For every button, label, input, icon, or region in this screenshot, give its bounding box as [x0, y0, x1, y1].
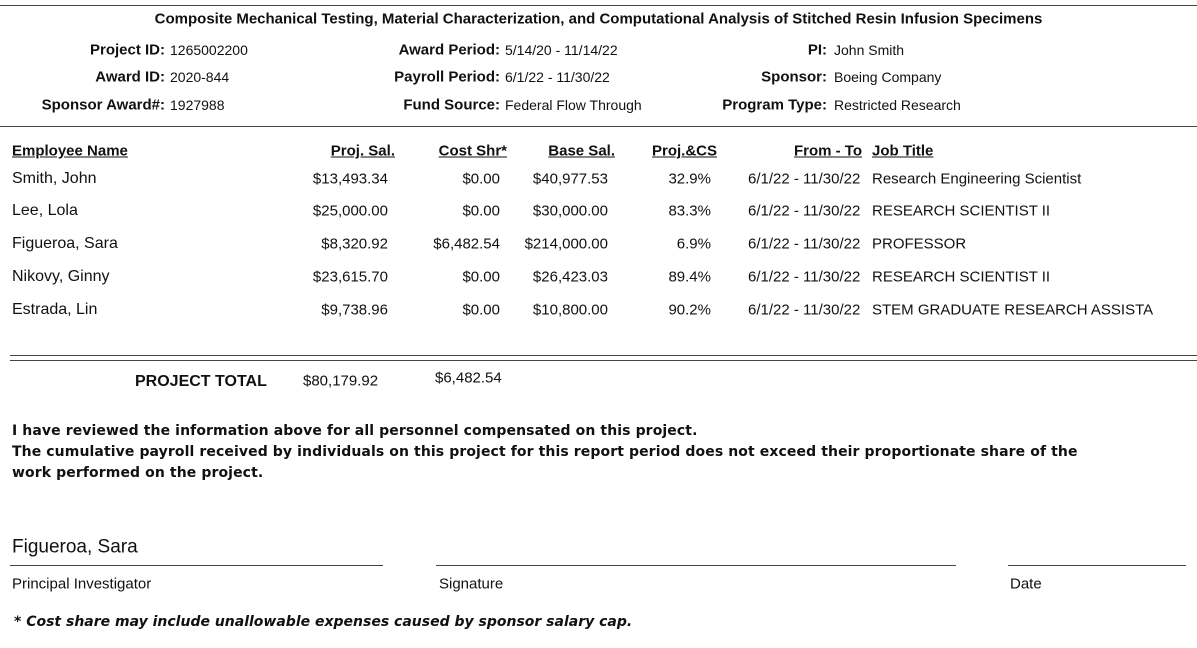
table-cell: STEM GRADUATE RESEARCH ASSISTA	[872, 301, 1154, 319]
total-cost-shr: $6,482.54	[435, 369, 502, 387]
table-cell: $8,320.92	[321, 235, 388, 253]
field-value: 5/14/20 - 11/14/22	[505, 42, 618, 58]
field-label: Sponsor:	[761, 68, 827, 86]
table-cell: $30,000.00	[532, 202, 608, 220]
column-header: Employee Name	[12, 142, 128, 160]
column-header: From - To	[793, 142, 862, 160]
field-value: Restricted Research	[834, 97, 961, 113]
table-cell: $10,800.00	[532, 301, 608, 319]
table-cell: 6/1/22 - 11/30/22	[748, 235, 861, 253]
field-value: 1265002200	[170, 42, 248, 58]
field-value: 1927988	[170, 97, 225, 113]
table-cell: $9,738.96	[321, 301, 388, 319]
report-title: Composite Mechanical Testing, Material C…	[154, 10, 1043, 28]
signature-label: Principal Investigator	[12, 575, 152, 593]
signature-line	[10, 565, 383, 566]
table-cell: Nikovy, Ginny	[12, 268, 110, 285]
table-cell: 6/1/22 - 11/30/22	[748, 170, 861, 188]
table-cell: Estrada, Lin	[12, 301, 98, 318]
field-value: 2020-844	[170, 69, 230, 85]
rule	[10, 355, 1197, 356]
table-cell: $25,000.00	[312, 202, 388, 220]
table-cell: $23,615.70	[312, 268, 388, 286]
table-cell: $26,423.03	[532, 268, 608, 286]
signature-line	[436, 565, 956, 566]
field-value: Federal Flow Through	[505, 97, 642, 113]
table-cell: 6/1/22 - 11/30/22	[748, 268, 861, 286]
column-header: Base Sal.	[548, 142, 615, 160]
field-label: Sponsor Award#:	[41, 96, 165, 114]
table-cell: PROFESSOR	[872, 235, 967, 253]
rule	[10, 360, 1197, 361]
table-cell: Research Engineering Scientist	[872, 170, 1082, 188]
table-cell: $0.00	[462, 202, 500, 220]
signature-label: Date	[1010, 575, 1042, 593]
table-cell: $0.00	[462, 301, 500, 319]
signature-line	[1008, 565, 1186, 566]
table-cell: 32.9%	[668, 170, 711, 188]
table-cell: $214,000.00	[524, 235, 608, 253]
table-cell: Lee, Lola	[12, 202, 78, 219]
table-cell: $0.00	[462, 268, 500, 286]
table-cell: $13,493.34	[312, 170, 388, 188]
rule	[0, 126, 1197, 127]
column-header: Proj.&CS	[651, 142, 717, 160]
table-cell: RESEARCH SCIENTIST II	[872, 268, 1051, 286]
field-value: John Smith	[834, 42, 905, 58]
column-header: Proj. Sal.	[330, 142, 395, 160]
table-cell: $6,482.54	[433, 235, 500, 253]
signature-label: Signature	[439, 575, 504, 593]
total-label: PROJECT TOTAL	[135, 373, 267, 390]
certification-line: work performed on the project.	[12, 465, 264, 481]
column-header: Job Title	[872, 142, 934, 160]
field-label: Award Period:	[398, 41, 500, 59]
table-cell: 83.3%	[668, 202, 711, 220]
column-header: Cost Shr*	[438, 142, 507, 160]
table-cell: 89.4%	[668, 268, 711, 286]
table-cell: $0.00	[462, 170, 500, 188]
rule	[0, 5, 1197, 6]
footnote: * Cost share may include unallowable exp…	[14, 614, 633, 630]
certification-line: The cumulative payroll received by indiv…	[12, 444, 1078, 460]
field-label: Award ID:	[95, 68, 165, 86]
field-label: PI:	[807, 41, 827, 59]
field-label: Fund Source:	[403, 96, 500, 114]
total-proj-sal: $80,179.92	[303, 372, 379, 390]
field-label: Program Type:	[722, 96, 827, 114]
field-label: Payroll Period:	[394, 68, 500, 86]
certification-line: I have reviewed the information above fo…	[12, 423, 698, 439]
table-cell: Smith, John	[12, 170, 97, 187]
table-cell: RESEARCH SCIENTIST II	[872, 202, 1051, 220]
table-cell: 90.2%	[668, 301, 711, 319]
table-cell: 6.9%	[676, 235, 711, 253]
field-value: Boeing Company	[834, 69, 942, 85]
table-cell: 6/1/22 - 11/30/22	[748, 202, 861, 220]
table-cell: Figueroa, Sara	[12, 235, 118, 252]
table-cell: $40,977.53	[532, 170, 608, 188]
signer-name: Figueroa, Sara	[12, 536, 138, 558]
field-label: Project ID:	[89, 41, 165, 59]
field-value: 6/1/22 - 11/30/22	[505, 69, 610, 85]
table-cell: 6/1/22 - 11/30/22	[748, 301, 861, 319]
